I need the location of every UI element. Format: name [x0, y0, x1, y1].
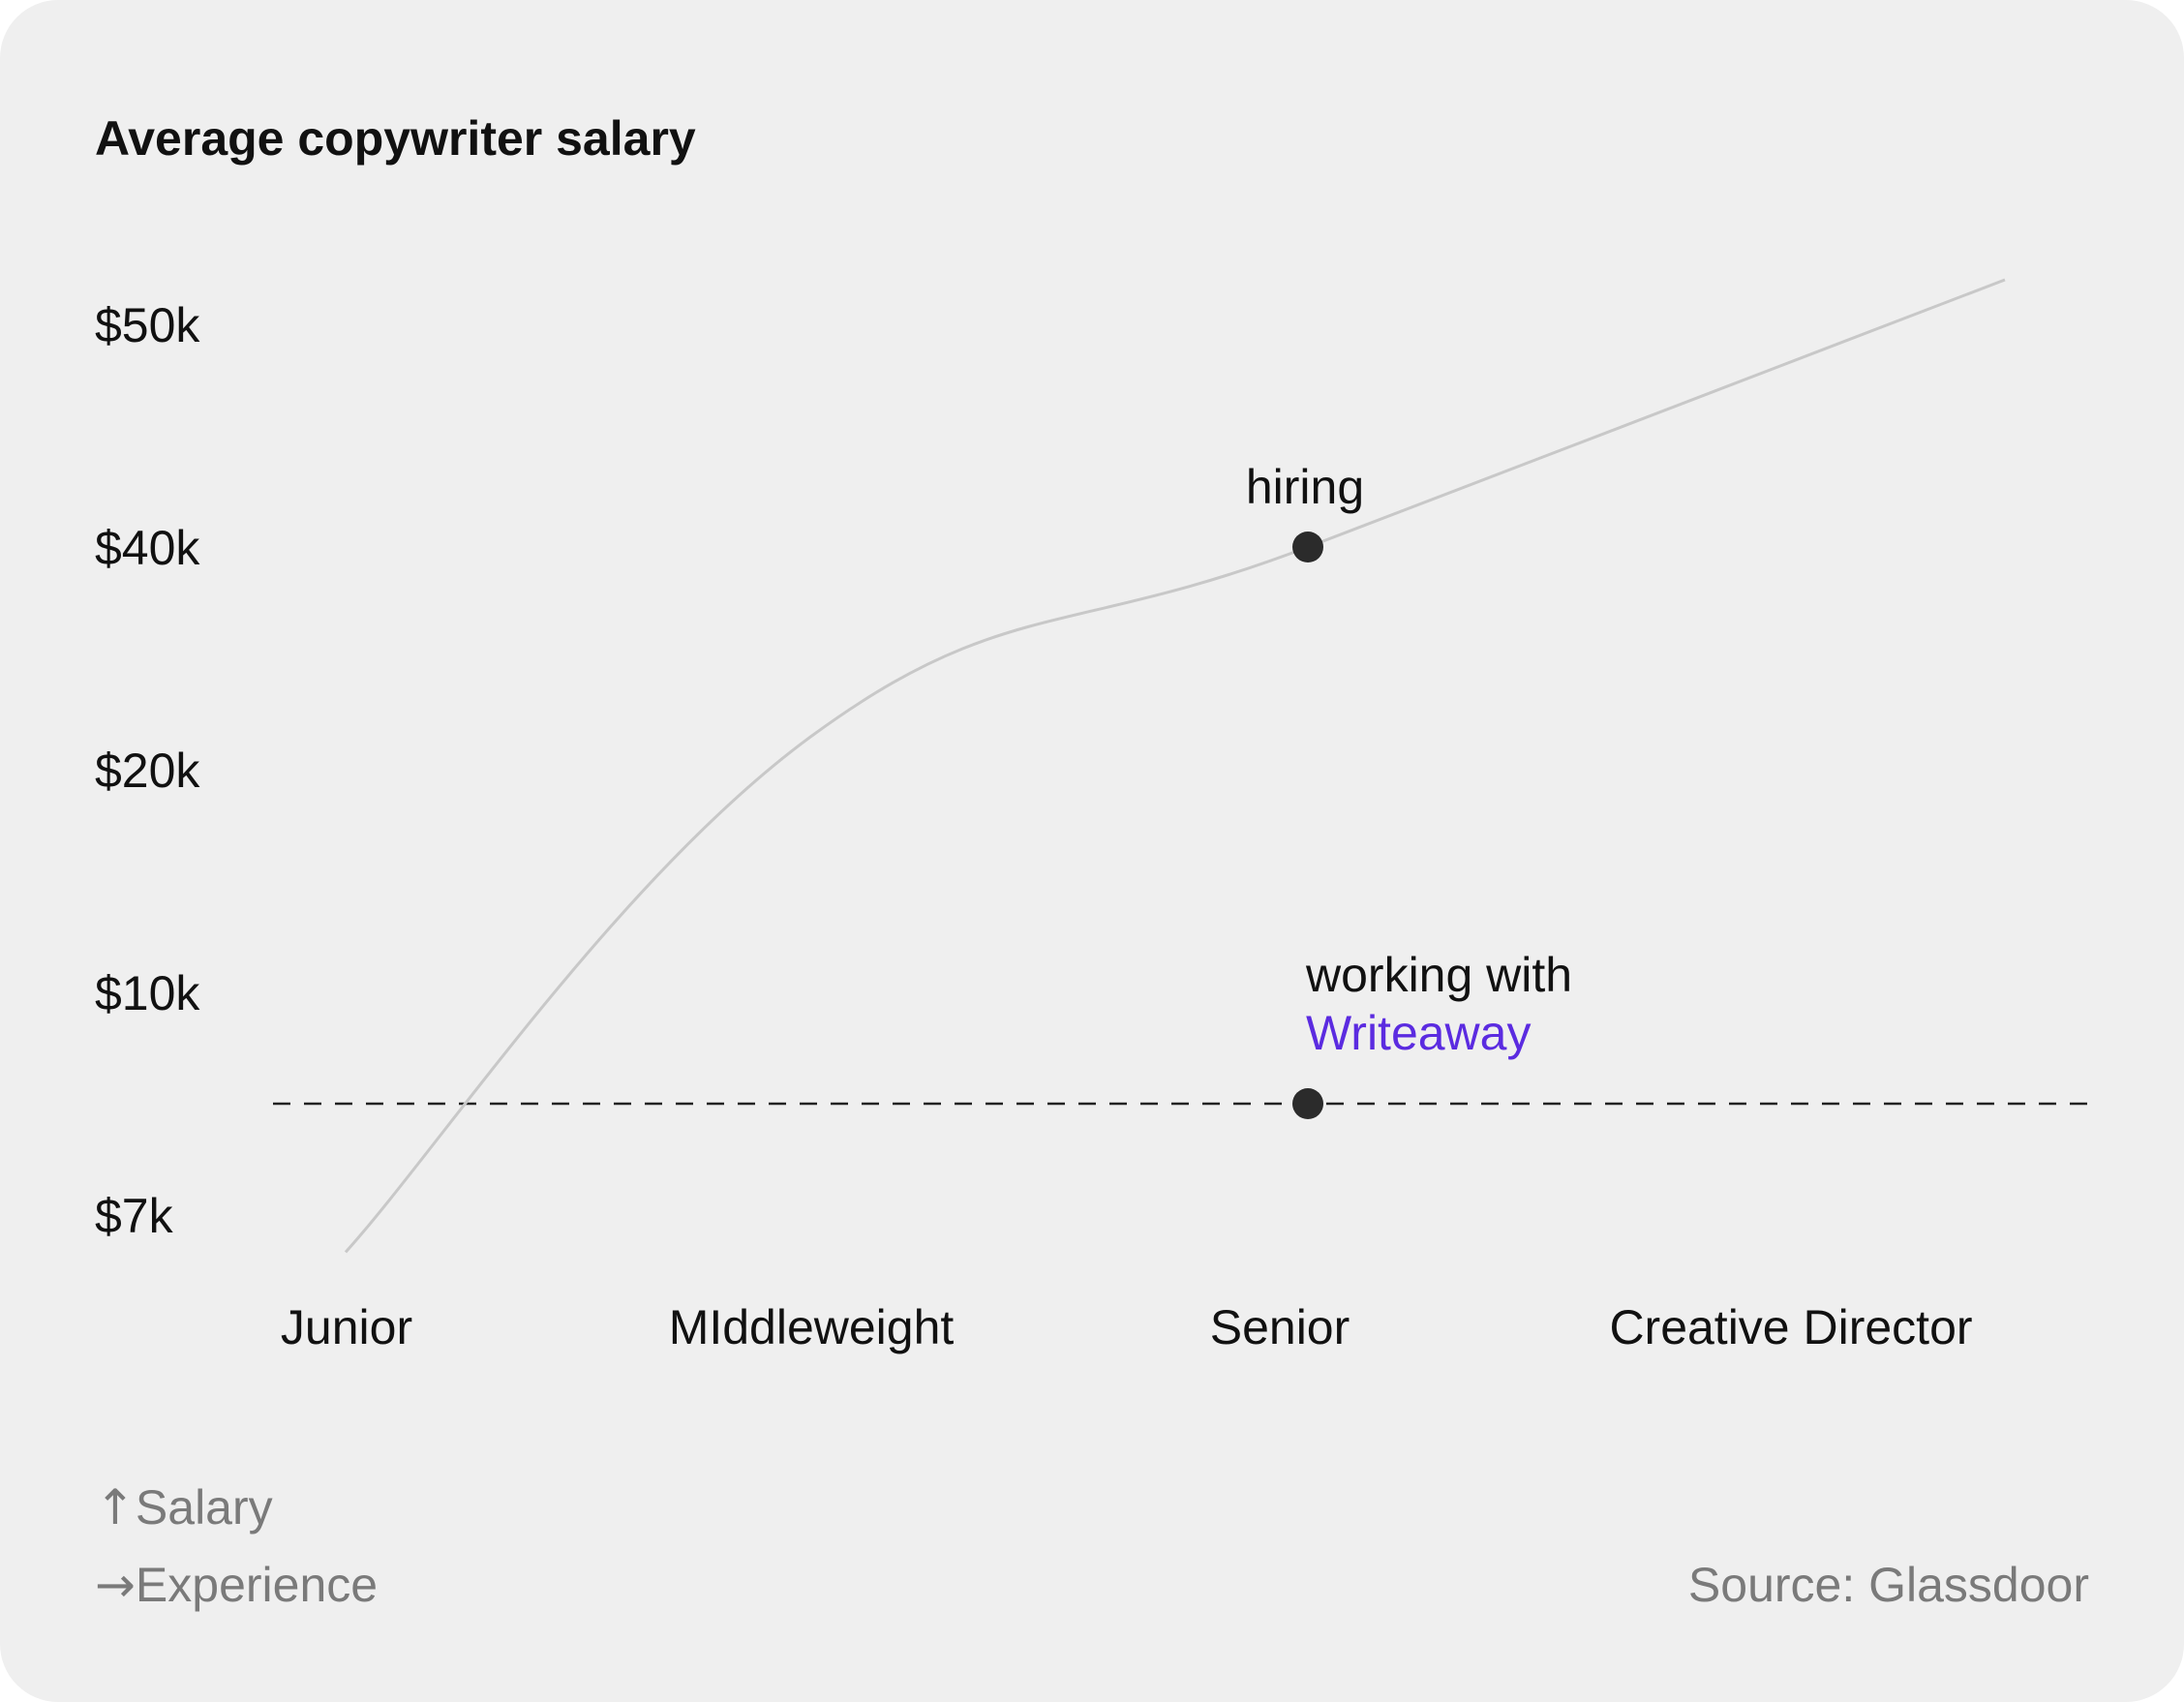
y-tick-label: $20k [95, 744, 200, 798]
y-tick-label: $50k [95, 298, 200, 352]
x-tick-label: Creative Director [1609, 1300, 1972, 1354]
salary-curve [344, 278, 2006, 1254]
annotation-marker [1292, 532, 1323, 562]
arrow-up-icon: ↑ [95, 1479, 136, 1535]
x-axis-label: Experience [135, 1558, 379, 1612]
x-tick-label: MIddleweight [669, 1300, 955, 1354]
source-note: Source: Glassdoor [1687, 1558, 2089, 1612]
x-axis-caption: →Experience [95, 1557, 378, 1613]
y-tick-label: $10k [95, 966, 200, 1020]
annotation-working-with: working with [1305, 948, 1572, 1002]
chart-title: Average copywriter salary [95, 111, 696, 166]
annotation-writeaway: Writeaway [1306, 1006, 1531, 1060]
x-tick-label: Senior [1210, 1300, 1350, 1354]
arrow-right-icon: → [95, 1557, 136, 1613]
y-tick-label: $40k [95, 521, 200, 575]
y-axis-caption: ↑Salary [95, 1479, 273, 1535]
annotation-hiring: hiring [1246, 460, 1364, 514]
y-tick-label: $7k [95, 1189, 174, 1243]
x-tick-label: Junior [281, 1300, 412, 1354]
annotation-marker [1292, 1088, 1323, 1119]
y-axis-label: Salary [135, 1480, 273, 1535]
